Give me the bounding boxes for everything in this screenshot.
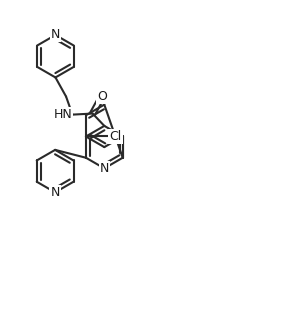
Text: N: N xyxy=(50,186,60,199)
Text: N: N xyxy=(100,162,109,175)
Text: N: N xyxy=(51,28,60,41)
Text: Cl: Cl xyxy=(109,130,122,143)
Text: O: O xyxy=(97,90,107,103)
Text: HN: HN xyxy=(54,108,73,121)
